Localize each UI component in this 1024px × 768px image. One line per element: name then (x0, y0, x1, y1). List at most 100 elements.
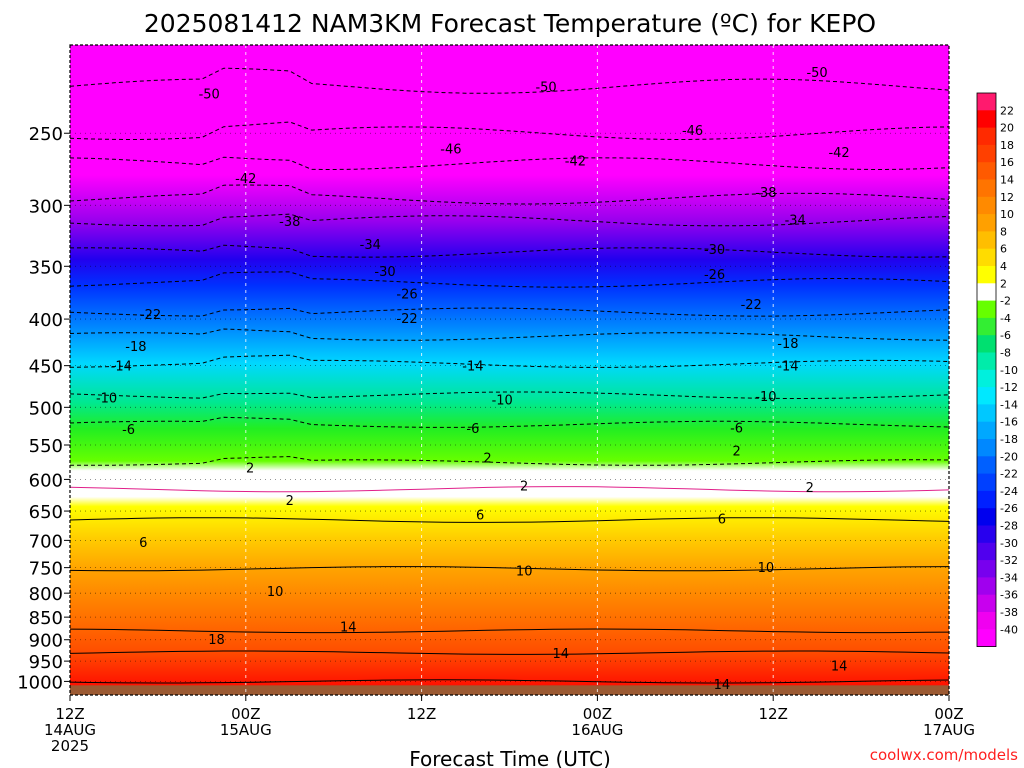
color-scale-swatch (977, 473, 996, 492)
color-scale-label: 18 (1000, 139, 1014, 152)
isotherm-label: -34 (360, 238, 381, 253)
color-scale-label: -14 (1000, 398, 1018, 411)
pressure-tick-label: 700 (29, 531, 63, 552)
pressure-tick-label: 800 (29, 584, 63, 605)
color-scale-swatch (977, 196, 996, 215)
isotherm-label: 14 (340, 620, 357, 635)
isotherm-label: 18 (208, 633, 225, 648)
isotherm-line (69, 184, 950, 205)
pressure-tick-label: 500 (29, 398, 63, 419)
isotherm-label: 6 (718, 512, 726, 527)
color-scale-label: 16 (1000, 156, 1014, 169)
isotherm-label: -14 (111, 360, 132, 375)
isotherm-line (69, 67, 950, 94)
color-scale-legend: 22 20 18 16 14 12 10 8 6 4 2 -2 -4 -6 -8 -10 -12 -14 -16 -1… (976, 92, 1018, 647)
color-scale-swatch (977, 421, 996, 440)
pressure-tick-label: 550 (29, 436, 63, 457)
color-scale-label: 20 (1000, 122, 1014, 135)
color-scale-label: -6 (1000, 329, 1011, 342)
isotherm-label: -10 (96, 392, 117, 407)
isotherm-label: -22 (396, 312, 417, 327)
pressure-tick-label: 350 (29, 257, 63, 278)
isotherm-label: 2 (246, 461, 254, 476)
isotherm-label: 6 (476, 509, 484, 524)
pressure-tick-label: 250 (29, 124, 63, 145)
time-tick-label: 00Z (583, 705, 612, 723)
pressure-tick-label: 750 (29, 559, 63, 580)
color-scale-swatch (977, 560, 996, 578)
isotherm-label: -34 (785, 214, 806, 229)
isotherm-label: -18 (777, 337, 798, 352)
color-scale-swatch (977, 542, 996, 561)
color-scale-label: -34 (1000, 571, 1018, 584)
color-scale-label: -32 (1000, 554, 1018, 567)
pressure-axis: 2503003504004505005506006507007508008509… (17, 124, 70, 693)
color-scale-swatch (977, 404, 996, 423)
color-scale-swatch (977, 594, 996, 613)
isotherm-line (69, 517, 950, 523)
color-scale-label: 22 (1000, 104, 1014, 117)
plot-frame (69, 44, 950, 696)
isotherm-label: 10 (516, 564, 533, 579)
color-scale-label: -36 (1000, 589, 1018, 602)
pressure-tick-label: 300 (29, 196, 63, 217)
color-scale-swatch (977, 629, 996, 647)
isotherm-line (69, 244, 950, 258)
isotherm-label: -10 (492, 393, 513, 408)
color-scale-swatch (977, 93, 996, 111)
isotherm-label: 2 (806, 481, 814, 496)
color-scale-swatch (977, 577, 996, 596)
color-scale-label: 6 (1000, 243, 1007, 256)
time-tick-label: 00Z (934, 705, 963, 723)
isotherm-label: -26 (396, 288, 417, 303)
isotherm-label: -38 (755, 186, 776, 201)
isotherm-line (69, 679, 950, 684)
time-tick-label: 12Z (55, 705, 84, 723)
isotherm-line (69, 650, 950, 655)
color-scale-label: -26 (1000, 502, 1018, 515)
isotherm-label: -42 (235, 172, 256, 187)
isotherm-label: 6 (139, 536, 147, 551)
pressure-tick-label: 650 (29, 502, 63, 523)
time-tick-label: 12Z (759, 705, 788, 723)
isotherm-label: -14 (462, 360, 483, 375)
isotherm-label: -14 (777, 360, 798, 375)
color-scale-label: 4 (1000, 260, 1007, 273)
color-scale-label: 2 (1000, 277, 1007, 290)
isotherm-label: 10 (758, 561, 775, 576)
color-scale-swatch (977, 369, 996, 388)
color-scale-swatch (977, 612, 996, 630)
isotherm-label: -50 (535, 80, 556, 95)
time-tick-label: 14AUG (44, 721, 96, 739)
pressure-tick-label: 900 (29, 631, 63, 652)
isotherm-label: -6 (730, 421, 743, 436)
isotherm-line (69, 121, 950, 141)
color-scale-label: -4 (1000, 312, 1011, 325)
color-scale-label: -28 (1000, 520, 1018, 533)
chart-title: 2025081412 NAM3KM Forecast Temperature (… (144, 9, 876, 38)
isotherm-label: 2 (732, 445, 740, 460)
time-tick-label: 16AUG (571, 721, 623, 739)
color-scale-frame (976, 92, 997, 647)
isotherm-line (69, 156, 950, 171)
pressure-tick-label: 600 (29, 470, 63, 491)
color-scale-swatch (977, 179, 996, 198)
isotherm-label: 14 (553, 647, 570, 662)
color-scale-label: 8 (1000, 225, 1007, 238)
time-tick-label: 2025 (51, 737, 89, 755)
x-axis-label: Forecast Time (UTC) (409, 747, 611, 768)
isotherm-contours (69, 67, 950, 684)
color-scale-label: 10 (1000, 208, 1014, 221)
isotherm-label: -22 (140, 308, 161, 323)
isotherm-labels: -50 -50-50-46-46-42-42-42-38-38-34-34-30-… (96, 66, 850, 693)
pressure-tick-label: 450 (29, 357, 63, 378)
isotherm-label: -6 (466, 422, 479, 437)
color-scale-label: -10 (1000, 364, 1018, 377)
isotherm-label: -26 (704, 268, 725, 283)
color-scale-swatch (977, 144, 996, 163)
isotherm-label: -46 (682, 124, 703, 139)
time-tick-label: 17AUG (923, 721, 975, 739)
isotherm-label: 2 (286, 494, 294, 509)
grid-lines (70, 45, 949, 695)
